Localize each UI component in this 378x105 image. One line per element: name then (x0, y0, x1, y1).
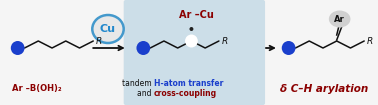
Text: R: R (367, 37, 373, 45)
Text: R: R (222, 37, 228, 45)
Text: Ar –B(OH)₂: Ar –B(OH)₂ (12, 85, 62, 93)
Ellipse shape (189, 27, 194, 31)
FancyBboxPatch shape (124, 0, 265, 105)
Ellipse shape (92, 15, 124, 43)
Text: Ar –Cu: Ar –Cu (179, 10, 214, 20)
Text: tandem: tandem (122, 79, 154, 87)
Text: δ C–H arylation: δ C–H arylation (280, 84, 368, 94)
Text: H-atom transfer: H-atom transfer (154, 79, 223, 87)
Ellipse shape (185, 35, 198, 47)
Ellipse shape (329, 10, 350, 28)
Text: Ar: Ar (334, 14, 345, 24)
Text: R: R (96, 37, 102, 45)
Text: and: and (137, 89, 154, 98)
Ellipse shape (282, 41, 296, 55)
Ellipse shape (11, 41, 25, 55)
Text: cross-coupling: cross-coupling (154, 89, 217, 98)
Text: Cu: Cu (100, 24, 116, 34)
Ellipse shape (136, 41, 150, 55)
